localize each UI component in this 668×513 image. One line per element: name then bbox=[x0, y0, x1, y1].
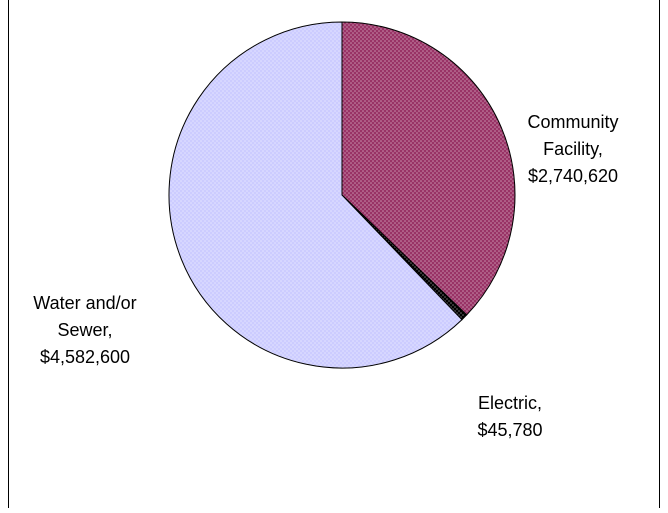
pie-slice bbox=[341, 21, 516, 316]
slice-category-label: Community Facility, bbox=[527, 112, 618, 159]
slice-category-label: Electric, bbox=[478, 393, 542, 413]
slice-value-label: $4,582,600 bbox=[40, 347, 130, 367]
slice-value-label: $45,780 bbox=[477, 420, 542, 440]
slice-value-label: $2,740,620 bbox=[528, 166, 618, 186]
pie-slice bbox=[168, 21, 463, 369]
slice-category-label: Water and/or Sewer, bbox=[33, 293, 136, 340]
